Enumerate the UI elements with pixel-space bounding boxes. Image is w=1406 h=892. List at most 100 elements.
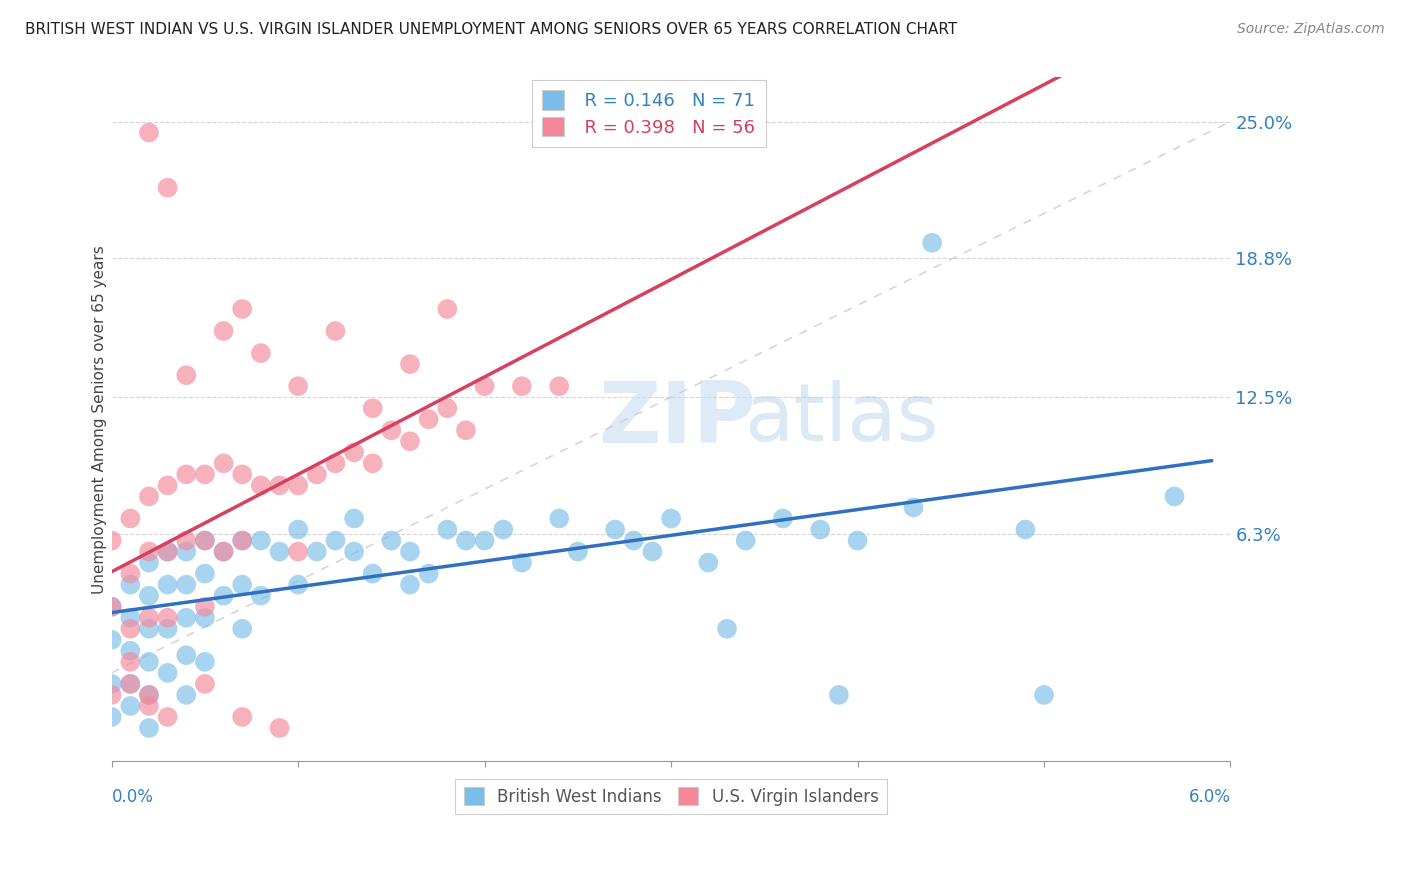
Point bbox=[138, 698, 160, 713]
Point bbox=[343, 544, 366, 558]
Point bbox=[474, 379, 496, 393]
Point bbox=[474, 533, 496, 548]
Text: ZIP: ZIP bbox=[599, 377, 756, 461]
Point bbox=[194, 467, 217, 482]
Point bbox=[174, 611, 197, 625]
Point bbox=[325, 456, 347, 470]
Point bbox=[510, 379, 533, 393]
Point bbox=[716, 622, 738, 636]
Point bbox=[454, 533, 477, 548]
Point bbox=[231, 467, 253, 482]
Point bbox=[305, 467, 328, 482]
Point bbox=[120, 577, 142, 591]
Point bbox=[418, 412, 440, 426]
Point bbox=[120, 698, 142, 713]
Point bbox=[269, 544, 291, 558]
Point bbox=[120, 611, 142, 625]
Point bbox=[269, 721, 291, 735]
Point bbox=[567, 544, 589, 558]
Point bbox=[194, 533, 217, 548]
Point bbox=[808, 523, 831, 537]
Point bbox=[846, 533, 869, 548]
Point bbox=[174, 544, 197, 558]
Point bbox=[361, 566, 384, 581]
Point bbox=[194, 611, 217, 625]
Point bbox=[399, 357, 422, 371]
Point bbox=[361, 401, 384, 416]
Point bbox=[1014, 523, 1036, 537]
Point bbox=[399, 544, 422, 558]
Point bbox=[697, 556, 720, 570]
Point bbox=[138, 721, 160, 735]
Point bbox=[287, 379, 309, 393]
Point bbox=[231, 533, 253, 548]
Point bbox=[436, 301, 458, 316]
Point bbox=[492, 523, 515, 537]
Point bbox=[120, 677, 142, 691]
Point bbox=[510, 556, 533, 570]
Point bbox=[194, 599, 217, 614]
Point bbox=[325, 533, 347, 548]
Point bbox=[156, 544, 179, 558]
Point bbox=[174, 648, 197, 663]
Point bbox=[174, 688, 197, 702]
Point bbox=[174, 577, 197, 591]
Point bbox=[250, 589, 273, 603]
Point bbox=[174, 467, 197, 482]
Point bbox=[548, 379, 571, 393]
Text: atlas: atlas bbox=[744, 380, 938, 458]
Point bbox=[212, 456, 235, 470]
Point bbox=[100, 710, 122, 724]
Point bbox=[287, 544, 309, 558]
Point bbox=[194, 533, 217, 548]
Point bbox=[418, 566, 440, 581]
Point bbox=[100, 632, 122, 647]
Point bbox=[120, 566, 142, 581]
Point bbox=[454, 0, 477, 7]
Point bbox=[641, 544, 664, 558]
Point bbox=[269, 478, 291, 492]
Legend: British West Indians, U.S. Virgin Islanders: British West Indians, U.S. Virgin Island… bbox=[456, 779, 887, 814]
Point bbox=[194, 655, 217, 669]
Point bbox=[120, 622, 142, 636]
Point bbox=[120, 511, 142, 525]
Point bbox=[138, 126, 160, 140]
Point bbox=[212, 544, 235, 558]
Point bbox=[120, 644, 142, 658]
Point bbox=[100, 533, 122, 548]
Point bbox=[156, 710, 179, 724]
Point bbox=[250, 533, 273, 548]
Point bbox=[138, 589, 160, 603]
Point bbox=[343, 445, 366, 459]
Point bbox=[605, 523, 627, 537]
Text: 0.0%: 0.0% bbox=[111, 788, 153, 805]
Point bbox=[138, 688, 160, 702]
Point bbox=[138, 688, 160, 702]
Point bbox=[231, 710, 253, 724]
Point bbox=[120, 655, 142, 669]
Point bbox=[250, 346, 273, 360]
Point bbox=[361, 456, 384, 470]
Point bbox=[156, 622, 179, 636]
Point bbox=[921, 235, 943, 250]
Point bbox=[287, 523, 309, 537]
Point bbox=[454, 423, 477, 437]
Point bbox=[100, 599, 122, 614]
Point bbox=[138, 556, 160, 570]
Point bbox=[287, 577, 309, 591]
Point bbox=[231, 577, 253, 591]
Point bbox=[380, 423, 402, 437]
Point bbox=[212, 544, 235, 558]
Point bbox=[250, 478, 273, 492]
Point bbox=[399, 577, 422, 591]
Point bbox=[138, 490, 160, 504]
Text: Source: ZipAtlas.com: Source: ZipAtlas.com bbox=[1237, 22, 1385, 37]
Point bbox=[138, 655, 160, 669]
Point bbox=[212, 324, 235, 338]
Point bbox=[100, 688, 122, 702]
Point bbox=[138, 611, 160, 625]
Point bbox=[623, 533, 645, 548]
Text: BRITISH WEST INDIAN VS U.S. VIRGIN ISLANDER UNEMPLOYMENT AMONG SENIORS OVER 65 Y: BRITISH WEST INDIAN VS U.S. VIRGIN ISLAN… bbox=[25, 22, 957, 37]
Point bbox=[156, 180, 179, 194]
Point bbox=[156, 478, 179, 492]
